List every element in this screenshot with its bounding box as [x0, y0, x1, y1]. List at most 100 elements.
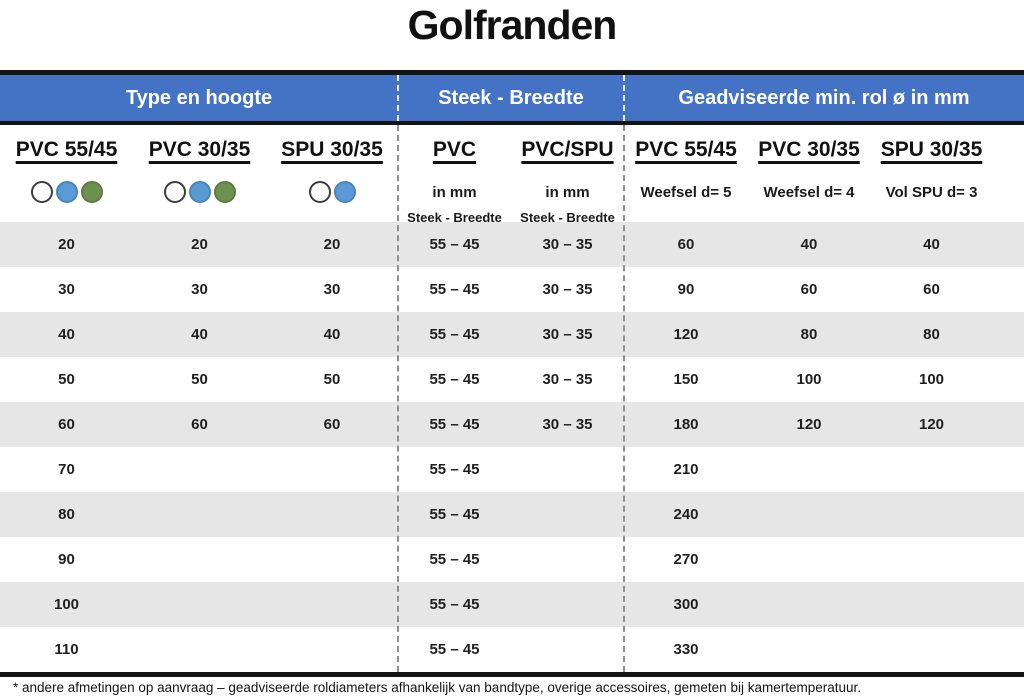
band-section-steek-breedte: Steek - Breedte	[438, 86, 584, 109]
table-cell: 60	[800, 281, 818, 298]
table-row: 100 55 – 45 300	[0, 582, 1024, 627]
table-cell: 240	[673, 506, 699, 523]
table-cell: 55 – 45	[429, 551, 480, 568]
color-dot-group	[163, 180, 236, 204]
column-header-cell: SPU 30/35 Vol SPU d= 3	[870, 125, 993, 225]
table-cell: 50	[58, 371, 75, 388]
table-cell: 55 – 45	[429, 506, 480, 523]
table-row: 80 55 – 45 240	[0, 492, 1024, 537]
table-cell: 55 – 45	[429, 371, 480, 388]
table-cell: 20	[323, 236, 341, 253]
table-cell: 100	[796, 371, 822, 388]
green-color-dot-icon	[80, 181, 103, 203]
table-cell: 210	[673, 461, 699, 478]
table-cell: 30	[191, 281, 208, 298]
table-cell: 30	[58, 281, 75, 298]
table-cell: 50	[323, 371, 341, 388]
table-row: 30 30 30 55 – 45 30 – 35 90 60 60	[0, 267, 1024, 312]
table-row: 50 50 50 55 – 45 30 – 35 150 100 100	[0, 357, 1024, 402]
bottom-rule	[0, 672, 1024, 677]
column-group-separator	[623, 125, 625, 672]
color-dot-group	[30, 180, 103, 204]
blue-color-dot-icon	[188, 181, 211, 203]
table-cell: 90	[677, 281, 695, 298]
table-cell: 100	[53, 596, 80, 613]
table-cell: 270	[673, 551, 699, 568]
table-cell: 30 – 35	[542, 371, 593, 388]
band-section-type-en-hoogte: Type en hoogte	[125, 86, 273, 109]
column-header-cell: PVC 55/45 Weefsel d= 5	[624, 125, 748, 225]
table-row: 70 55 – 45 210	[0, 447, 1024, 492]
table-cell: 120	[796, 416, 822, 433]
column-subheader: Weefsel d= 4	[763, 184, 855, 201]
table-cell: 30 – 35	[542, 416, 593, 433]
table-cell: 30 – 35	[542, 281, 593, 298]
table-row: 20 20 20 55 – 45 30 – 35 60 40 40	[0, 222, 1024, 267]
table-cell: 60	[677, 236, 695, 253]
table-cell: 30 – 35	[542, 236, 593, 253]
column-header: PVC 55/45	[15, 138, 118, 161]
table-cell: 330	[673, 641, 699, 658]
table-row: 40 40 40 55 – 45 30 – 35 120 80 80	[0, 312, 1024, 357]
band-section-rol-diameter: Geadviseerde min. rol ø in mm	[678, 86, 970, 109]
column-header-cell: PVC 30/35 Weefsel d= 4	[748, 125, 870, 225]
blue-color-dot-icon	[55, 181, 78, 203]
table-cell: 55 – 45	[429, 416, 480, 433]
table-cell: 60	[58, 416, 75, 433]
table-cell: 60	[923, 281, 940, 298]
table-cell: 55 – 45	[429, 641, 480, 658]
table-cell: 40	[191, 326, 208, 343]
table-cell: 80	[923, 326, 940, 343]
column-header: PVC 30/35	[148, 138, 251, 161]
table-cell: 55 – 45	[429, 236, 480, 253]
table-cell: 50	[191, 371, 208, 388]
table-row: 110 55 – 45 330	[0, 627, 1024, 672]
green-color-dot-icon	[213, 181, 236, 203]
column-header: PVC/SPU	[521, 138, 614, 161]
table-cell: 100	[918, 371, 945, 388]
table-cell: 20	[58, 236, 75, 253]
table-cell: 120	[918, 416, 945, 433]
column-subheader: Vol SPU d= 3	[885, 184, 978, 201]
column-group-separator	[397, 75, 399, 121]
column-group-separator	[623, 75, 625, 121]
header-band: Type en hoogte Steek - Breedte Geadvisee…	[0, 70, 1024, 125]
column-subheader: Weefsel d= 5	[640, 184, 732, 201]
table-cell: 55 – 45	[429, 596, 480, 613]
table-row: 90 55 – 45 270	[0, 537, 1024, 582]
table-cell: 30	[323, 281, 341, 298]
column-header: SPU 30/35	[880, 138, 983, 161]
column-header-row: PVC 55/45 PVC 30/35 SPU 30/35 PVC in mm Steek…	[0, 125, 1024, 225]
table-cell: 120	[673, 326, 699, 343]
table-cell: 80	[800, 326, 818, 343]
white-color-dot-icon	[163, 181, 186, 203]
column-header-cell: SPU 30/35	[266, 125, 398, 225]
column-header-cell: PVC/SPU in mm Steek - Breedte	[511, 125, 624, 225]
white-color-dot-icon	[308, 181, 331, 203]
column-header: PVC	[432, 138, 477, 161]
column-header-cell: PVC 30/35	[133, 125, 266, 225]
table-cell: 55 – 45	[429, 326, 480, 343]
column-header-cell: PVC 55/45	[0, 125, 133, 225]
white-color-dot-icon	[30, 181, 53, 203]
column-subheader-2: Steek - Breedte	[407, 210, 502, 225]
table-cell: 90	[58, 551, 75, 568]
color-dot-group	[308, 180, 356, 204]
table-cell: 180	[673, 416, 699, 433]
table-cell: 60	[191, 416, 208, 433]
column-header: PVC 55/45	[635, 138, 737, 161]
blue-color-dot-icon	[333, 181, 356, 203]
table-cell: 110	[54, 641, 79, 658]
column-group-separator	[397, 125, 399, 672]
column-header: SPU 30/35	[281, 138, 383, 161]
table-cell: 40	[800, 236, 818, 253]
table-cell: 20	[191, 236, 208, 253]
column-header-cell: PVC in mm Steek - Breedte	[398, 125, 511, 225]
table-cell: 300	[673, 596, 699, 613]
table-cell: 70	[58, 461, 75, 478]
column-subheader-2: Steek - Breedte	[520, 210, 615, 225]
page-title: Golfranden	[407, 2, 618, 48]
footnote: * andere afmetingen op aanvraag – geadvi…	[13, 680, 862, 695]
table-cell: 55 – 45	[429, 281, 480, 298]
